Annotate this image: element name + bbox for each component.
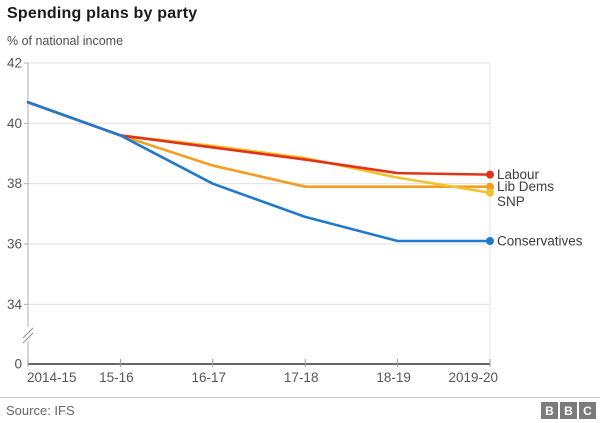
snp-end-dot (486, 188, 494, 197)
labour-end-dot (486, 170, 494, 179)
y-axis-label: 42 (7, 56, 22, 71)
legend-label-conservatives: Conservatives (497, 234, 583, 249)
chart-title: Spending plans by party (7, 5, 198, 22)
y-axis-label: 36 (7, 237, 22, 252)
chart-subtitle: % of national income (7, 34, 124, 48)
legend-label-labour: Labour (497, 167, 540, 182)
y-axis-label-zero: 0 (14, 357, 22, 372)
plot-area: 42 40 38 36 34 0 2014-15 15-16 16-17 17-18 18-19 20… (7, 56, 583, 386)
line-snp (26, 100, 492, 195)
x-axis-label: 2019-20 (448, 370, 498, 385)
y-axis-label: 40 (7, 116, 22, 131)
bbc-logo-block: C (579, 402, 596, 419)
axis-break-icon (22, 327, 34, 339)
legend-label-lib-dems: Lib Dems (497, 179, 554, 194)
x-axis-label: 17-18 (284, 370, 319, 385)
y-axis-label: 34 (7, 297, 23, 312)
bbc-logo-block: B (541, 402, 558, 419)
y-axis-label: 38 (7, 176, 22, 191)
bbc-logo-block: B (560, 402, 577, 419)
lib-dems-end-dot (486, 182, 494, 191)
conservatives-end-dot (486, 237, 494, 246)
legend-label-snp: SNP (497, 194, 525, 209)
line-conservatives (26, 100, 492, 243)
x-axis-label: 15-16 (99, 370, 134, 385)
axis-break-icon (22, 332, 34, 344)
x-axis-label: 2014-15 (27, 370, 77, 385)
source-label: Source: IFS (6, 403, 75, 418)
line-labour (26, 100, 492, 176)
x-axis-label: 18-19 (376, 370, 411, 385)
x-axis-label: 16-17 (192, 370, 227, 385)
